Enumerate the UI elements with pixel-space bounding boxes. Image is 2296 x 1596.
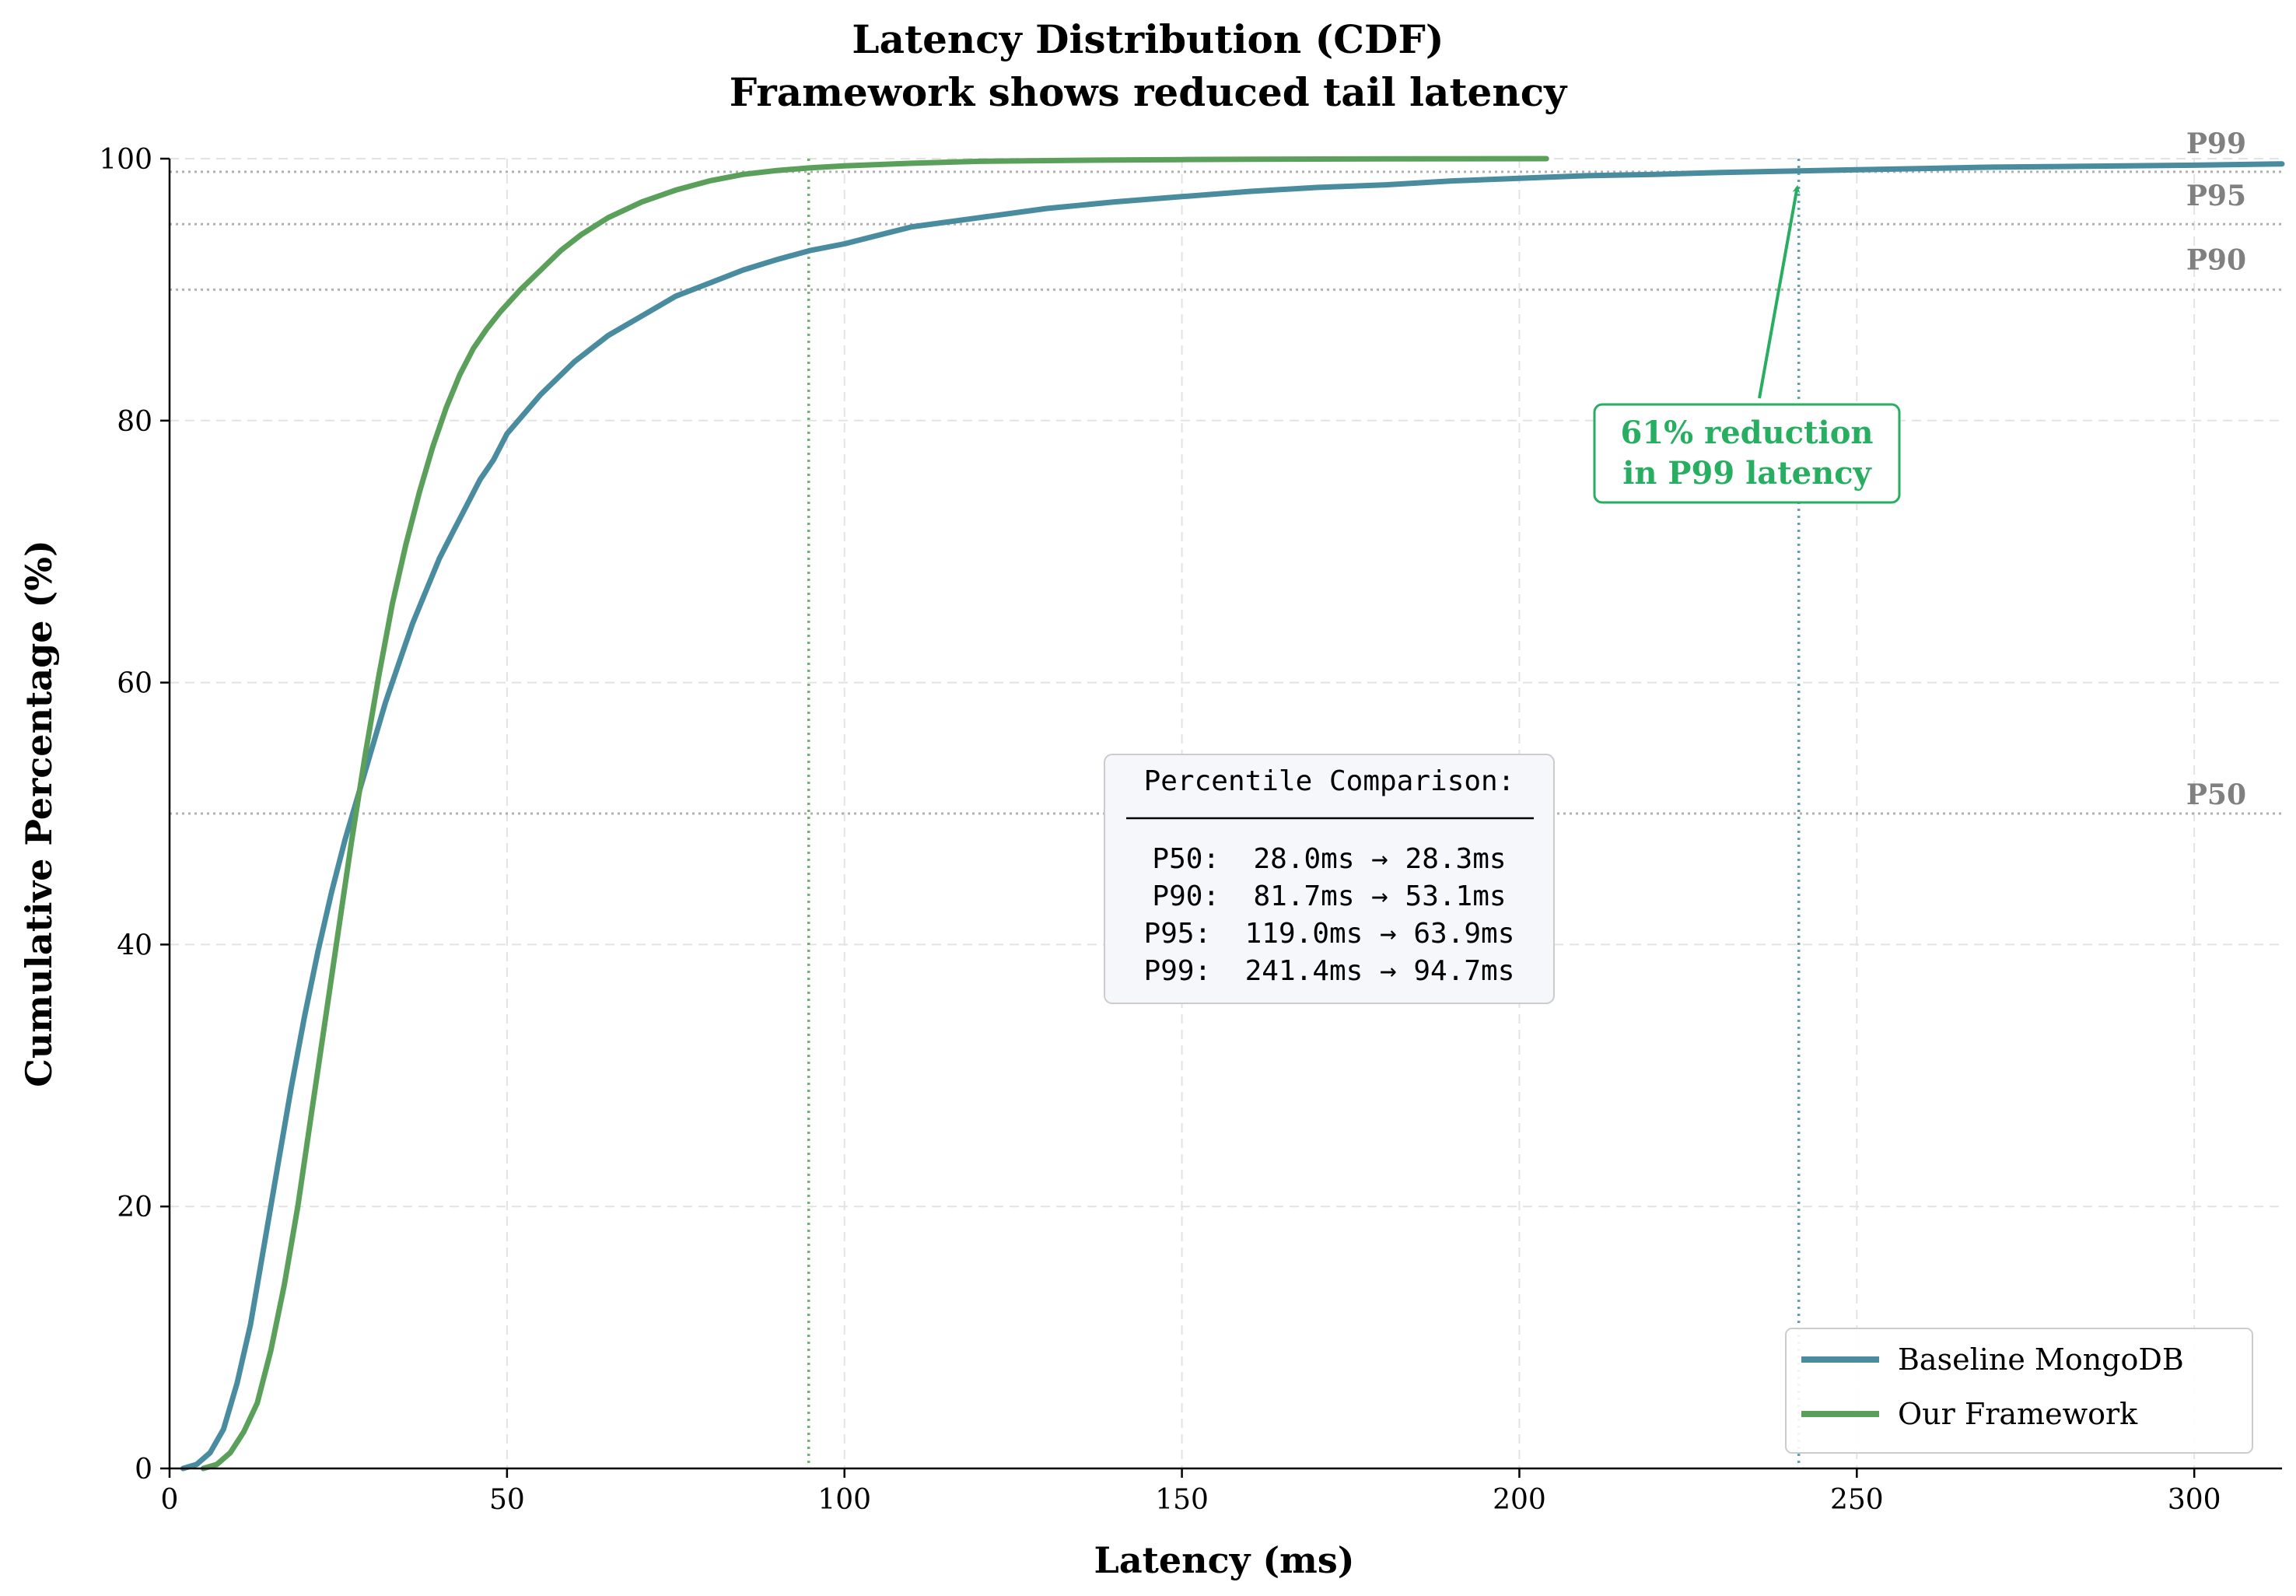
y-tick-label-40: 40 <box>117 929 152 961</box>
reference-lines: P50 P90 P95 P99 <box>170 128 2282 1468</box>
series-layer <box>180 156 2285 1472</box>
x-tick-label-100: 100 <box>817 1484 871 1516</box>
annotation-text-line-1: in P99 latency <box>1622 455 1872 492</box>
x-tick-label-300: 300 <box>2168 1484 2221 1516</box>
x-tick-label-200: 200 <box>1493 1484 1546 1516</box>
annotation-text-line-0: 61% reduction <box>1621 415 1874 451</box>
y-tick-label-60: 60 <box>117 668 152 700</box>
y-tick-label-80: 80 <box>117 406 152 438</box>
chart-subtitle: Framework shows reduced tail latency <box>730 69 1568 115</box>
series-line-framework <box>200 156 1549 1472</box>
legend-label-baseline: Baseline MongoDB <box>1898 1342 2184 1377</box>
x-tick-label-0: 0 <box>161 1484 179 1516</box>
series-line-baseline <box>180 161 2285 1472</box>
axes-layer: 0 50 100 150 200 250 300 0 20 40 60 80 100 <box>99 144 2282 1516</box>
percentile-comparison-box: Percentile Comparison: P50: 28.0ms → 28.… <box>1104 754 1555 1004</box>
y-tick-label-20: 20 <box>117 1192 152 1223</box>
x-tick-label-150: 150 <box>1155 1484 1209 1516</box>
comparison-box-background <box>1104 754 1555 1004</box>
percentile-label-p50: P50 <box>2186 779 2246 811</box>
legend: Baseline MongoDB Our Framework <box>1785 1328 2253 1454</box>
percentile-label-p99: P99 <box>2186 128 2246 160</box>
comparison-row-p99: P99: 241.4ms → 94.7ms <box>1144 955 1515 987</box>
chart-title: Latency Distribution (CDF) <box>852 16 1444 62</box>
x-axis-label: Latency (ms) <box>1094 1539 1355 1581</box>
percentile-label-p90: P90 <box>2186 243 2246 276</box>
percentile-label-p95: P95 <box>2186 180 2246 212</box>
y-tick-label-0: 0 <box>135 1454 152 1486</box>
annotation-layer: 61% reduction in P99 latency <box>1593 184 1901 504</box>
y-tick-label-100: 100 <box>99 144 152 176</box>
comparison-row-p50: P50: 28.0ms → 28.3ms <box>1152 843 1506 875</box>
x-tick-label-250: 250 <box>1830 1484 1884 1516</box>
annotation-arrow <box>1758 184 1801 399</box>
comparison-box-heading: Percentile Comparison: <box>1144 765 1515 797</box>
legend-frame <box>1785 1328 2253 1454</box>
y-axis-label: Cumulative Percentage (%) <box>18 540 60 1087</box>
x-tick-label-50: 50 <box>489 1484 525 1516</box>
annotation-box <box>1593 403 1901 504</box>
legend-label-framework: Our Framework <box>1898 1397 2138 1431</box>
comparison-row-p95: P95: 119.0ms → 63.9ms <box>1144 918 1515 950</box>
comparison-row-p90: P90: 81.7ms → 53.1ms <box>1152 880 1506 912</box>
